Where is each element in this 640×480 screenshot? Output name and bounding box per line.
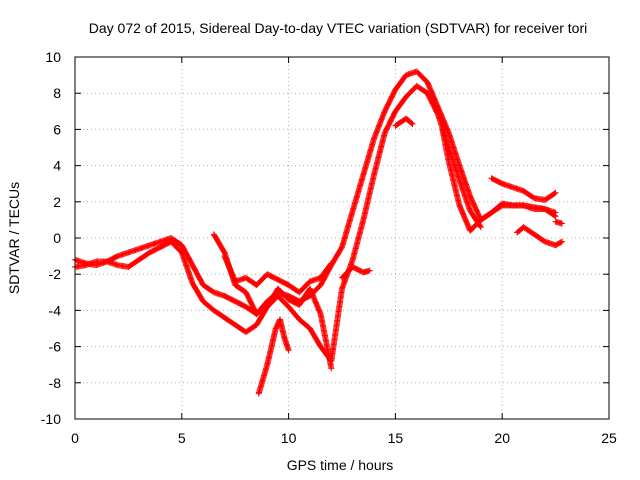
data-point	[552, 213, 559, 220]
x-tick-label: 5	[178, 430, 186, 446]
series-track	[221, 253, 335, 296]
x-axis-ticks: 0 5 10 15 20 25	[71, 57, 617, 446]
series-track	[255, 316, 292, 397]
data-point	[327, 261, 334, 268]
y-tick-label: 2	[53, 194, 61, 210]
data-series	[72, 68, 566, 397]
series-track	[392, 115, 416, 129]
series-track	[72, 82, 484, 365]
y-axis-ticks: -10 -8 -6 -4 -2 0 2 4 6 8 10	[41, 49, 609, 427]
data-point	[557, 239, 564, 246]
data-point	[328, 365, 335, 372]
y-tick-label: 6	[53, 121, 61, 137]
data-point	[285, 347, 292, 354]
data-point	[477, 223, 484, 230]
data-point	[559, 238, 566, 245]
data-point	[366, 267, 373, 274]
chart-title: Day 072 of 2015, Sidereal Day-to-day VTE…	[89, 20, 588, 36]
y-tick-label: 0	[53, 230, 61, 246]
x-axis-label: GPS time / hours	[287, 457, 394, 473]
y-tick-label: -10	[41, 411, 61, 427]
data-point	[477, 224, 484, 231]
y-tick-label: 4	[53, 158, 61, 174]
series-track	[488, 175, 559, 203]
data-point	[552, 189, 559, 196]
data-point	[409, 120, 416, 127]
data-point	[408, 120, 415, 127]
x-tick-label: 25	[601, 430, 617, 446]
y-tick-label: -8	[49, 375, 62, 391]
data-point	[328, 260, 335, 267]
grid	[75, 57, 609, 419]
series-track	[439, 126, 559, 234]
data-point	[551, 212, 558, 219]
series-track	[339, 263, 373, 281]
y-axis-label: SDTVAR / TECUs	[6, 182, 22, 294]
x-tick-label: 0	[71, 430, 79, 446]
y-tick-label: 8	[53, 85, 61, 101]
series-track	[514, 224, 566, 249]
x-tick-label: 20	[494, 430, 510, 446]
x-tick-label: 10	[281, 430, 297, 446]
y-tick-label: -6	[49, 339, 62, 355]
data-point	[559, 220, 566, 227]
y-tick-label: -2	[49, 266, 62, 282]
data-point	[551, 190, 558, 197]
y-tick-label: 10	[45, 49, 61, 65]
series-track	[552, 218, 566, 227]
x-tick-label: 15	[388, 430, 404, 446]
y-tick-label: -4	[49, 302, 62, 318]
